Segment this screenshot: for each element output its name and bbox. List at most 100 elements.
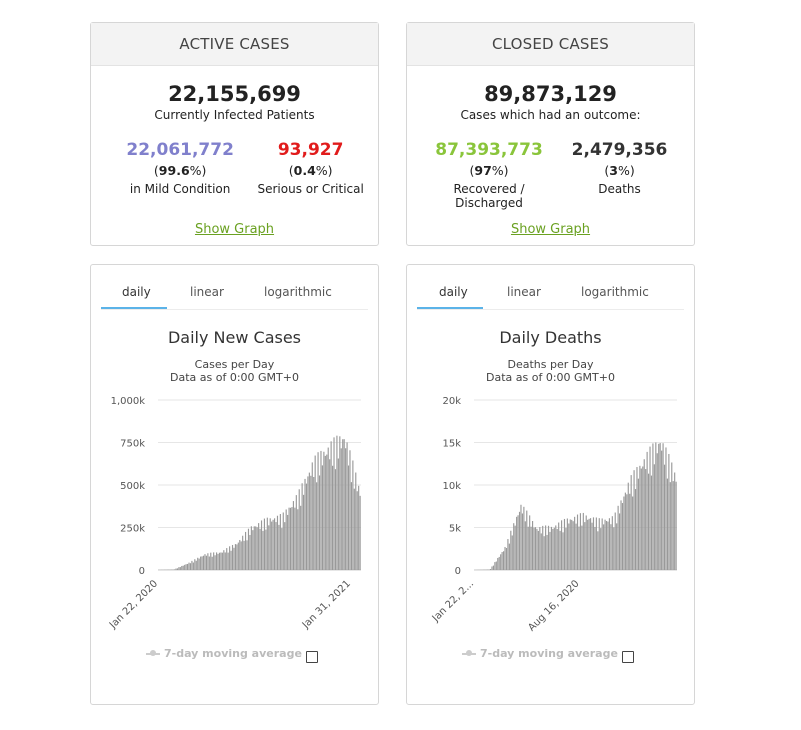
moving-average-legend[interactable]: 7-day moving average — [146, 647, 302, 660]
bar — [184, 564, 186, 570]
tab-daily[interactable]: daily — [439, 285, 468, 299]
bar — [229, 546, 231, 570]
bar — [221, 552, 223, 570]
bar — [278, 524, 280, 570]
bar — [182, 565, 184, 570]
bar — [488, 569, 490, 570]
bar — [529, 515, 531, 570]
bar — [313, 477, 315, 570]
bar — [504, 546, 506, 570]
daily-deaths-chart-panel: daily linear logarithmic Daily Deaths De… — [406, 264, 695, 705]
bar — [610, 524, 612, 570]
bar — [563, 518, 566, 570]
bar — [201, 556, 203, 570]
tab-linear[interactable]: linear — [507, 285, 541, 299]
bar — [582, 512, 584, 570]
bar — [308, 472, 310, 570]
bar — [175, 568, 177, 570]
bar — [316, 482, 318, 570]
bar — [350, 482, 352, 570]
bar — [320, 450, 322, 570]
bar — [550, 526, 552, 570]
bar — [552, 528, 554, 570]
bar — [611, 516, 613, 570]
bar — [318, 475, 321, 570]
bar — [629, 493, 631, 570]
bar — [561, 520, 563, 570]
closed-show-graph-link[interactable]: Show Graph — [510, 222, 591, 237]
moving-average-checkbox[interactable] — [306, 651, 318, 663]
bar — [653, 464, 655, 570]
tab-daily[interactable]: daily — [122, 285, 151, 299]
moving-average-legend[interactable]: 7-day moving average — [462, 647, 618, 660]
bar — [646, 451, 648, 570]
bar — [303, 494, 305, 570]
bar — [192, 562, 194, 570]
bar — [205, 555, 207, 570]
bar — [176, 568, 178, 570]
bar — [172, 569, 174, 570]
bar — [198, 558, 200, 570]
bar — [356, 491, 358, 570]
x-tick-label: Jan 22, 2020 — [107, 578, 160, 631]
bar — [569, 519, 571, 570]
serious-number: 93,927 — [277, 140, 344, 160]
bar — [200, 556, 202, 570]
bar — [553, 527, 555, 570]
bar — [265, 529, 267, 570]
bar — [242, 535, 244, 570]
active-cases-total-label: Currently Infected Patients — [154, 108, 315, 122]
bar — [590, 518, 592, 570]
bar — [272, 519, 274, 570]
mild-label: in Mild Condition — [129, 182, 231, 196]
bar — [656, 453, 658, 570]
bar — [495, 561, 497, 570]
bar — [223, 550, 225, 570]
tab-logarithmic[interactable]: logarithmic — [264, 285, 332, 299]
bar — [323, 451, 325, 570]
bar — [632, 496, 634, 570]
bar — [511, 535, 513, 570]
bar — [556, 529, 558, 570]
bar — [491, 566, 493, 570]
bar — [592, 517, 595, 570]
bar — [336, 435, 338, 570]
active-show-graph-link[interactable]: Show Graph — [194, 222, 275, 237]
bar — [359, 495, 361, 570]
bar — [627, 482, 629, 570]
bar — [527, 526, 529, 570]
moving-average-checkbox[interactable] — [622, 651, 634, 663]
bar — [216, 552, 218, 570]
tab-logarithmic[interactable]: logarithmic — [581, 285, 649, 299]
bar — [297, 509, 299, 570]
bar — [256, 527, 258, 570]
y-tick-label: 250k — [120, 524, 145, 535]
chart-tabs: daily linear logarithmic — [101, 281, 368, 310]
bar — [187, 563, 189, 570]
daily-new-cases-chart-panel: daily linear logarithmic Daily New Cases… — [90, 264, 379, 705]
bar — [349, 450, 351, 570]
bar — [489, 569, 492, 570]
closed-cases-panel: CLOSED CASES 89,873,129 Cases which had … — [406, 22, 695, 246]
bar — [648, 473, 650, 570]
bar — [332, 465, 334, 570]
bar — [523, 506, 525, 570]
bar — [240, 541, 242, 570]
bar — [287, 514, 289, 570]
bar — [260, 520, 263, 570]
bar — [497, 557, 499, 570]
bar — [276, 515, 279, 570]
bar — [334, 469, 337, 570]
y-tick-label: 5k — [449, 524, 461, 535]
bar — [301, 483, 303, 570]
deaths-number: 2,479,356 — [571, 140, 668, 160]
bar — [317, 452, 319, 570]
bar — [591, 522, 593, 570]
bar — [347, 465, 350, 570]
bar — [189, 563, 192, 570]
tab-linear[interactable]: linear — [190, 285, 224, 299]
bar — [588, 518, 590, 570]
bar — [329, 459, 331, 570]
bar — [346, 442, 348, 570]
recovered-percent: (97%) — [469, 163, 509, 178]
